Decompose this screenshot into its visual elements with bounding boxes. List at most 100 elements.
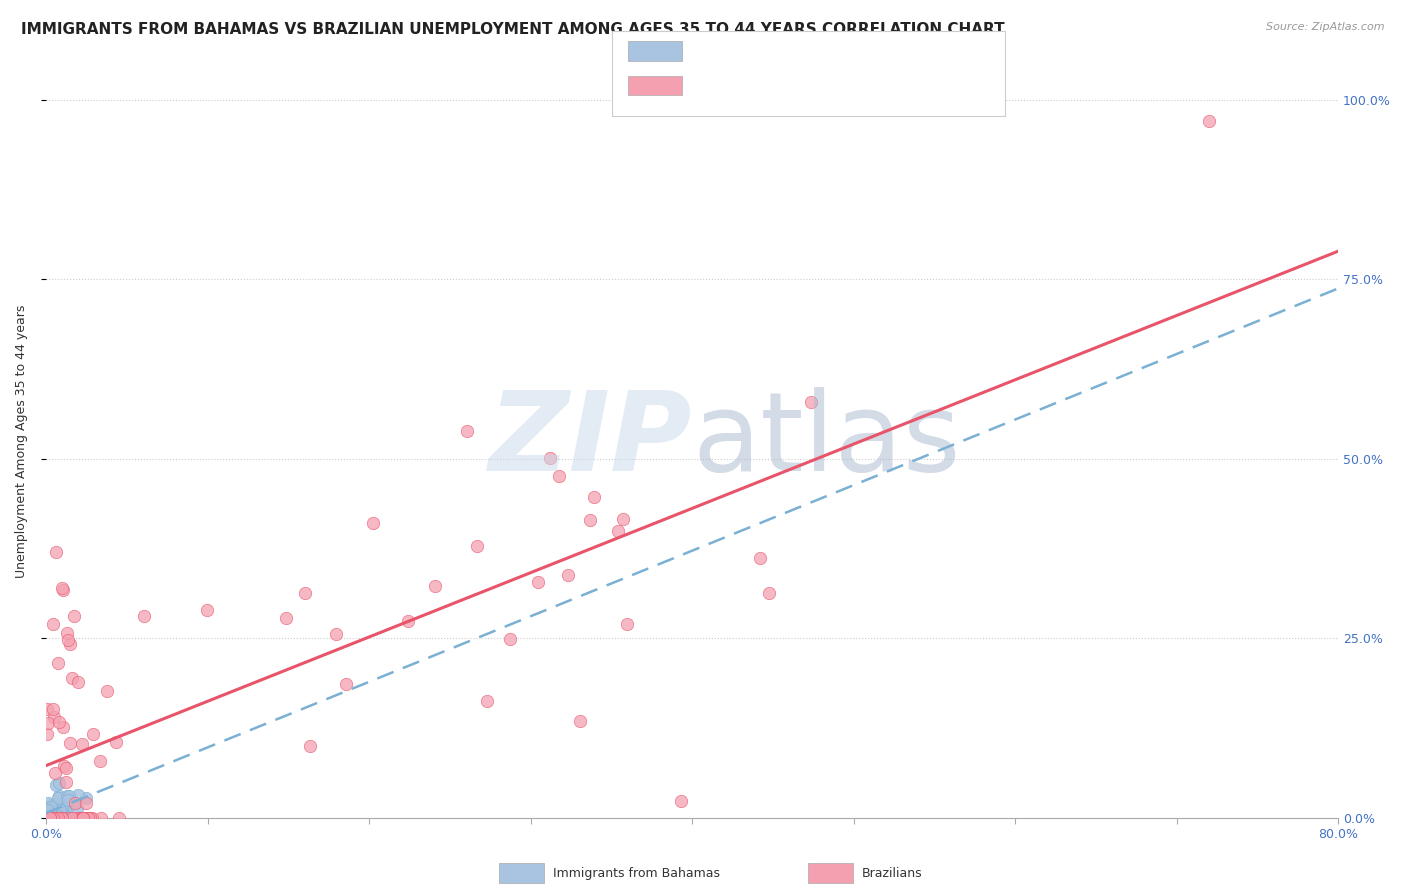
Point [35, 803, 58, 817]
Point [37, 803, 59, 817]
Point [67, 675, 90, 690]
Point [46, 800, 69, 814]
Point [72, 811, 94, 825]
Point [51, 811, 73, 825]
Text: R =  0.316: R = 0.316 [693, 42, 782, 60]
Point [44, 765, 66, 780]
Point [49, 811, 72, 825]
Point [62, 609, 84, 624]
Point [80, 811, 103, 825]
Point [58, 789, 80, 804]
Point [42, 806, 65, 821]
Point [276, 611, 298, 625]
Point [79, 811, 101, 825]
Point [38, 811, 60, 825]
Point [1198, 114, 1220, 128]
Point [48, 789, 70, 804]
Point [39, 797, 62, 812]
Point [82, 727, 104, 741]
Text: N = 88: N = 88 [858, 77, 920, 95]
Point [42, 810, 65, 824]
Point [294, 586, 316, 600]
Point [45, 545, 67, 559]
Point [42, 710, 65, 724]
Text: Immigrants from Bahamas: Immigrants from Bahamas [553, 867, 720, 880]
Point [53, 806, 76, 821]
Point [48, 804, 70, 818]
Point [44, 811, 66, 825]
Text: atlas: atlas [692, 387, 960, 494]
Point [748, 550, 770, 565]
Point [335, 676, 357, 690]
Point [612, 512, 634, 526]
Point [72, 811, 94, 825]
Point [800, 395, 823, 409]
Point [55, 761, 77, 775]
Point [35, 800, 58, 814]
Point [69, 811, 91, 825]
Point [37, 808, 59, 822]
Point [499, 632, 522, 647]
Point [42, 811, 65, 825]
Point [90, 811, 112, 825]
Point [70, 811, 93, 825]
Point [45, 811, 67, 825]
Point [76, 811, 98, 825]
Point [456, 424, 478, 438]
Point [67, 788, 90, 802]
Point [42, 702, 65, 716]
Point [56, 811, 79, 825]
Point [46, 811, 69, 825]
Point [48, 715, 70, 730]
Point [96, 684, 118, 698]
Point [35, 810, 58, 824]
Point [37, 811, 59, 825]
Point [51, 799, 73, 814]
Point [52, 759, 75, 773]
Point [56, 793, 79, 807]
Point [45, 811, 67, 825]
Point [582, 490, 605, 504]
Point [52, 809, 75, 823]
Point [39, 811, 62, 825]
Point [48, 776, 70, 790]
Point [39, 811, 62, 825]
Point [52, 583, 75, 598]
Point [75, 791, 97, 805]
Point [63, 796, 86, 810]
Point [477, 694, 499, 708]
Point [56, 789, 79, 803]
Point [37, 716, 59, 731]
Point [568, 714, 591, 728]
Point [39, 800, 62, 814]
Point [44, 805, 66, 820]
Point [396, 614, 419, 628]
Point [35, 727, 58, 741]
Point [49, 806, 72, 821]
Point [42, 811, 65, 825]
Point [465, 539, 488, 553]
Point [51, 581, 73, 595]
Point [72, 811, 94, 825]
Point [59, 736, 82, 750]
Point [51, 811, 73, 825]
Point [77, 811, 100, 825]
Point [758, 585, 780, 599]
Point [39, 806, 62, 821]
Point [56, 800, 79, 814]
Point [35, 702, 58, 716]
Point [616, 617, 638, 632]
Point [60, 671, 83, 685]
Point [41, 805, 63, 820]
Point [44, 811, 66, 825]
Text: IMMIGRANTS FROM BAHAMAS VS BRAZILIAN UNEMPLOYMENT AMONG AGES 35 TO 44 YEARS CORR: IMMIGRANTS FROM BAHAMAS VS BRAZILIAN UNE… [21, 22, 1005, 37]
Point [361, 516, 384, 530]
Y-axis label: Unemployment Among Ages 35 to 44 years: Unemployment Among Ages 35 to 44 years [15, 304, 28, 578]
Point [557, 567, 579, 582]
Point [325, 626, 347, 640]
Point [44, 797, 66, 811]
Point [49, 805, 72, 820]
Point [45, 811, 67, 825]
Point [70, 737, 93, 751]
Text: Brazilians: Brazilians [862, 867, 922, 880]
